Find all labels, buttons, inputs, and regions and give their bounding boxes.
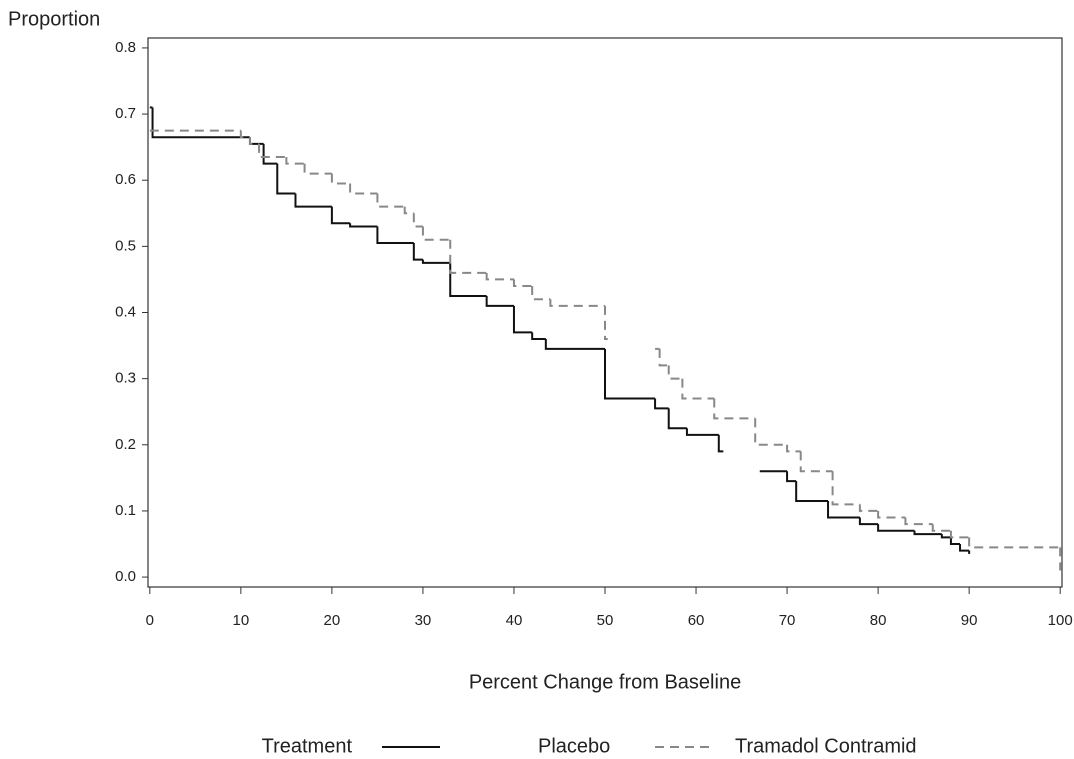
- step-segment: [330, 206, 351, 225]
- step-segment: [239, 130, 250, 139]
- step-segment: [667, 365, 683, 380]
- step-segment: [654, 398, 669, 410]
- step-segment: [681, 378, 715, 400]
- step-segment: [303, 163, 332, 175]
- y-tick-label: 0.5: [115, 237, 136, 254]
- step-segment: [786, 444, 801, 453]
- x-tick-label: 70: [779, 612, 796, 629]
- step-segment: [940, 534, 951, 539]
- x-tick-label: 0: [146, 612, 154, 629]
- step-segment: [968, 537, 1061, 549]
- step-segment: [858, 517, 879, 526]
- y-tick-label: 0.6: [115, 171, 136, 188]
- step-segment: [667, 408, 687, 430]
- step-segment: [754, 418, 788, 446]
- step-segment: [248, 137, 260, 145]
- legend-label: Placebo: [538, 735, 610, 757]
- step-segment: [412, 213, 423, 228]
- x-tick-label: 50: [597, 612, 614, 629]
- step-segment: [285, 157, 305, 165]
- step-segment: [658, 348, 669, 367]
- step-segment: [544, 338, 605, 350]
- step-segment: [403, 206, 414, 215]
- x-tick-label: 10: [233, 612, 250, 629]
- step-segment: [376, 226, 414, 245]
- step-segment: [512, 279, 533, 288]
- step-segment: [531, 286, 551, 301]
- step-segment: [412, 243, 423, 261]
- step-segment: [512, 305, 533, 334]
- step-segment: [485, 272, 514, 281]
- step-segment: [795, 481, 829, 503]
- step-segment: [949, 530, 970, 539]
- x-tick-label: 40: [506, 612, 523, 629]
- x-tick-label: 100: [1048, 612, 1073, 629]
- y-tick-label: 0.0: [115, 568, 136, 585]
- y-tick-label: 0.7: [115, 105, 136, 122]
- step-segment: [713, 398, 756, 420]
- x-axis-label: Percent Change from Baseline: [469, 671, 741, 693]
- step-segment: [827, 501, 860, 519]
- step-segment: [949, 537, 961, 546]
- x-tick-label: 30: [415, 612, 432, 629]
- x-tick-label: 80: [870, 612, 887, 629]
- step-segment: [349, 183, 378, 195]
- step-segment: [913, 530, 942, 536]
- step-segment: [449, 239, 487, 274]
- step-segment: [151, 107, 250, 139]
- step-segment: [294, 193, 332, 208]
- y-tick-label: 0.1: [115, 502, 136, 519]
- step-segment: [877, 510, 906, 519]
- y-tick-label: 0.8: [115, 39, 136, 56]
- step-segment: [858, 504, 879, 512]
- step-segment: [421, 226, 451, 241]
- step-segment: [717, 434, 724, 453]
- step-segment: [258, 143, 287, 159]
- step-segment: [685, 428, 719, 436]
- y-tick-label: 0.2: [115, 436, 136, 453]
- y-axis-label: Proportion: [8, 8, 100, 30]
- step-segment: [604, 305, 608, 340]
- step-segment: [376, 193, 405, 208]
- step-segment: [330, 173, 351, 185]
- y-tick-label: 0.3: [115, 370, 136, 387]
- step-segment: [904, 517, 933, 526]
- step-segment: [931, 524, 951, 532]
- step-segment: [549, 299, 605, 307]
- legend-title: Treatment: [262, 735, 353, 757]
- x-tick-label: 20: [324, 612, 341, 629]
- step-segment: [831, 471, 860, 506]
- y-tick-label: 0.4: [115, 303, 136, 320]
- step-segment: [449, 262, 487, 297]
- step-segment: [349, 223, 378, 228]
- step-segment: [262, 143, 278, 165]
- step-segment: [786, 471, 797, 483]
- x-tick-label: 90: [961, 612, 978, 629]
- step-segment: [531, 332, 546, 340]
- step-segment: [485, 295, 514, 307]
- legend-label: Tramadol Contramid: [735, 735, 917, 757]
- step-segment: [604, 348, 656, 400]
- step-segment: [959, 544, 970, 552]
- step-segment: [421, 259, 451, 264]
- step-segment: [877, 524, 915, 532]
- x-tick-label: 60: [688, 612, 705, 629]
- step-segment: [276, 163, 296, 195]
- step-segment: [799, 451, 833, 473]
